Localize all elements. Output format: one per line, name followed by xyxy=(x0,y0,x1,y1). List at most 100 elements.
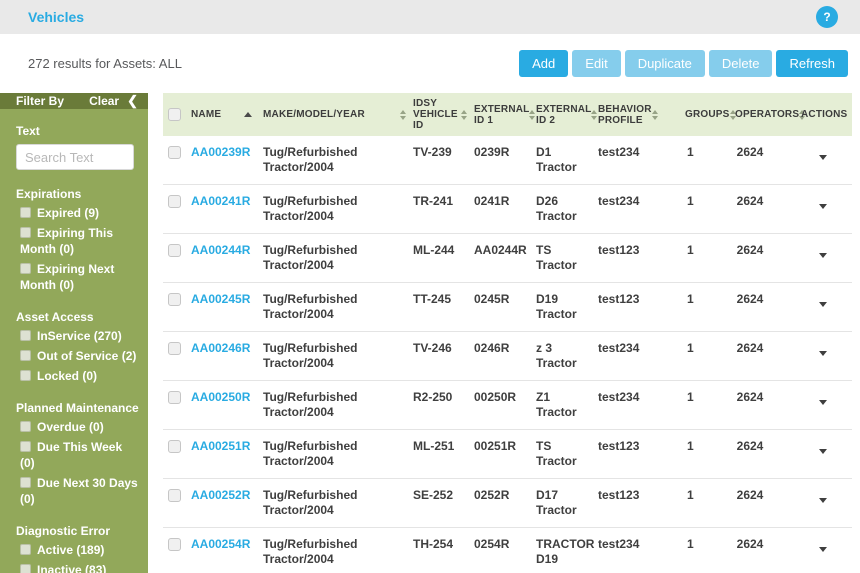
vehicle-name-link[interactable]: AA00239R xyxy=(191,145,251,159)
make-model-year-cell: Tug/Refurbished Tractor/2004 xyxy=(263,292,358,321)
duplicate-button[interactable]: Duplicate xyxy=(624,50,705,77)
external-id-1-cell: 0241R xyxy=(474,194,510,208)
filter-item-due-this-week-0[interactable]: Due This Week (0) xyxy=(16,439,140,471)
column-header-external-id-1[interactable]: EXTERNAL ID 1 xyxy=(474,104,536,126)
actions-dropdown-icon[interactable] xyxy=(819,547,827,552)
clear-filters-button[interactable]: Clear xyxy=(89,94,120,108)
sort-icon xyxy=(799,109,806,120)
filter-section-asset-access: Asset Access InService (270) Out of Servic… xyxy=(16,310,140,384)
checkbox-icon[interactable] xyxy=(20,263,31,274)
checkbox-icon[interactable] xyxy=(20,421,31,432)
column-label: EXTERNAL ID 1 xyxy=(474,103,530,126)
column-header-groups[interactable]: GROUPS xyxy=(661,109,736,120)
table-row: AA00246R Tug/Refurbished Tractor/2004 TV-2… xyxy=(163,332,853,381)
vehicle-name-link[interactable]: AA00244R xyxy=(191,243,251,257)
filter-item-expiring-this-month-0[interactable]: Expiring This Month (0) xyxy=(16,225,140,257)
edit-button[interactable]: Edit xyxy=(572,50,621,77)
row-checkbox[interactable] xyxy=(168,244,181,257)
operators-cell: 2624 xyxy=(736,439,764,453)
page-title: Vehicles xyxy=(28,9,85,25)
column-header-behavior-profile[interactable]: BEHAVIOR PROFILE xyxy=(598,104,661,126)
filter-item-inactive-83[interactable]: Inactive (83) xyxy=(16,562,140,573)
row-checkbox[interactable] xyxy=(168,146,181,159)
operators-cell: 2624 xyxy=(736,292,764,306)
actions-dropdown-icon[interactable] xyxy=(819,302,827,307)
column-header-idsy-vehicle-id[interactable]: IDSY VEHICLE ID xyxy=(413,98,474,131)
vehicle-name-link[interactable]: AA00250R xyxy=(191,390,251,404)
operators-cell: 2624 xyxy=(736,243,764,257)
delete-button[interactable]: Delete xyxy=(708,50,773,77)
row-checkbox[interactable] xyxy=(168,342,181,355)
actions-dropdown-icon[interactable] xyxy=(819,253,827,258)
filter-item-label: Inactive (83) xyxy=(37,563,107,573)
filter-item-label: Overdue (0) xyxy=(37,420,104,434)
external-id-1-cell: 0254R xyxy=(474,537,510,551)
filter-item-active-189[interactable]: Active (189) xyxy=(16,542,140,558)
checkbox-icon[interactable] xyxy=(20,441,31,452)
column-header-operators[interactable]: OPERATORS xyxy=(723,109,806,120)
filter-item-expired-9[interactable]: Expired (9) xyxy=(16,205,140,221)
vehicle-name-link[interactable]: AA00252R xyxy=(191,488,251,502)
column-header-make-model-year[interactable]: MAKE/MODEL/YEAR xyxy=(263,109,413,120)
filter-section-heading: Planned Maintenance xyxy=(16,401,139,415)
vehicle-name-link[interactable]: AA00245R xyxy=(191,292,251,306)
row-checkbox-cell xyxy=(163,292,191,310)
checkbox-icon[interactable] xyxy=(20,207,31,218)
filter-item-overdue-0[interactable]: Overdue (0) xyxy=(16,419,140,435)
row-checkbox-cell xyxy=(163,243,191,261)
row-checkbox[interactable] xyxy=(168,293,181,306)
vehicle-name-link[interactable]: AA00246R xyxy=(191,341,251,355)
actions-dropdown-icon[interactable] xyxy=(819,400,827,405)
row-checkbox[interactable] xyxy=(168,195,181,208)
actions-dropdown-icon[interactable] xyxy=(819,449,827,454)
vehicle-name-link[interactable]: AA00251R xyxy=(191,439,251,453)
operators-cell: 2624 xyxy=(736,145,764,159)
column-header-external-id-2[interactable]: EXTERNAL ID 2 xyxy=(536,104,598,126)
filter-item-out-of-service-2[interactable]: Out of Service (2) xyxy=(16,348,140,364)
actions-cell xyxy=(801,488,852,507)
vehicle-name-link[interactable]: AA00241R xyxy=(191,194,251,208)
table-row: AA00251R Tug/Refurbished Tractor/2004 ML-2… xyxy=(163,430,853,479)
operators-cell: 2624 xyxy=(736,537,764,551)
row-checkbox[interactable] xyxy=(168,440,181,453)
actions-dropdown-icon[interactable] xyxy=(819,204,827,209)
idsy-vehicle-id-cell: TV-246 xyxy=(413,341,452,355)
column-label: OPERATORS xyxy=(735,109,800,120)
external-id-1-cell: 0252R xyxy=(474,488,510,502)
actions-dropdown-icon[interactable] xyxy=(819,155,827,160)
filter-item-inservice-270[interactable]: InService (270) xyxy=(16,328,140,344)
row-checkbox[interactable] xyxy=(168,391,181,404)
external-id-2-cell: TS Tractor xyxy=(536,439,577,468)
select-all-checkbox[interactable] xyxy=(168,108,181,121)
make-model-year-cell: Tug/Refurbished Tractor/2004 xyxy=(263,243,358,272)
help-button[interactable]: ? xyxy=(816,6,838,28)
checkbox-icon[interactable] xyxy=(20,370,31,381)
actions-dropdown-icon[interactable] xyxy=(819,351,827,356)
external-id-1-cell: 0239R xyxy=(474,145,510,159)
refresh-button[interactable]: Refresh xyxy=(776,50,848,77)
checkbox-icon[interactable] xyxy=(20,330,31,341)
behavior-profile-cell: test123 xyxy=(598,292,640,306)
collapse-sidebar-icon[interactable]: ❮ xyxy=(127,93,138,108)
actions-dropdown-icon[interactable] xyxy=(819,498,827,503)
make-model-year-cell: Tug/Refurbished Tractor/2004 xyxy=(263,488,358,517)
column-header-name[interactable]: NAME xyxy=(191,109,263,120)
row-checkbox[interactable] xyxy=(168,489,181,502)
make-model-year-cell: Tug/Refurbished Tractor/2004 xyxy=(263,145,358,174)
checkbox-icon[interactable] xyxy=(20,350,31,361)
filter-item-due-next-30-days-0[interactable]: Due Next 30 Days (0) xyxy=(16,475,140,507)
add-button[interactable]: Add xyxy=(519,50,569,77)
content: Filter By Clear ❮ Text Expirations Expire… xyxy=(0,93,860,573)
column-label: MAKE/MODEL/YEAR xyxy=(263,109,365,120)
checkbox-icon[interactable] xyxy=(20,227,31,238)
filter-item-locked-0[interactable]: Locked (0) xyxy=(16,368,140,384)
row-checkbox[interactable] xyxy=(168,538,181,551)
checkbox-icon[interactable] xyxy=(20,477,31,488)
operators-cell: 2624 xyxy=(736,390,764,404)
actions-cell xyxy=(801,537,852,556)
filter-item-expiring-next-month-0[interactable]: Expiring Next Month (0) xyxy=(16,261,140,293)
checkbox-icon[interactable] xyxy=(20,564,31,573)
search-input[interactable] xyxy=(16,144,134,170)
vehicle-name-link[interactable]: AA00254R xyxy=(191,537,251,551)
checkbox-icon[interactable] xyxy=(20,544,31,555)
